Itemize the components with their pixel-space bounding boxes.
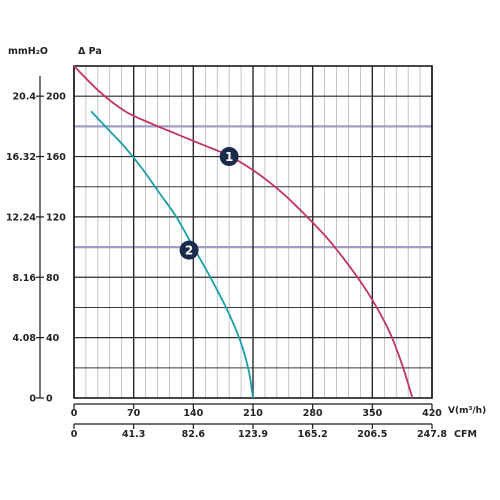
y-tick-label-mmh2o: 0 xyxy=(29,394,36,405)
x-tick-label: 210 xyxy=(243,408,263,419)
y-tick-label-mmh2o: 4.08 xyxy=(13,333,37,344)
series-1-marker-label: 1 xyxy=(225,150,233,164)
x-tick-label: 140 xyxy=(183,408,203,419)
y-tick-label-mmh2o: 20.4 xyxy=(13,92,37,103)
x-tick-label: 350 xyxy=(362,408,382,419)
y-tick-label-mmh2o: 8.16 xyxy=(13,273,37,284)
y-tick-label-pa: 200 xyxy=(46,92,66,103)
x2-tick-label: 247.8 xyxy=(417,429,447,440)
y-tick-label-pa: 160 xyxy=(46,152,66,163)
y-unit-label-pa: Δ Pa xyxy=(78,46,102,57)
x2-tick-label: 123.9 xyxy=(238,429,268,440)
y-tick-label-pa: 80 xyxy=(46,273,60,284)
x2-tick-label: 41.3 xyxy=(122,429,145,440)
x2-tick-label: 82.6 xyxy=(182,429,206,440)
x2-axis-unit-label: CFM xyxy=(454,429,477,440)
x-axis-unit-label: V(m³/h) xyxy=(448,406,486,416)
x2-tick-label: 0 xyxy=(71,429,78,440)
x-tick-label: 280 xyxy=(303,408,323,419)
y-tick-label-pa: 0 xyxy=(46,394,53,405)
x2-tick-label: 165.2 xyxy=(298,429,328,440)
series-1-line xyxy=(73,65,414,399)
series-1-marker xyxy=(219,147,239,167)
y-tick-label-pa: 120 xyxy=(46,212,66,223)
x-tick-label: 0 xyxy=(71,408,78,419)
y-tick-label-mmh2o: 12.24 xyxy=(6,212,36,223)
y-tick-label-pa: 40 xyxy=(46,333,60,344)
x-tick-label: 420 xyxy=(422,408,442,419)
series-2-marker-label: 2 xyxy=(185,244,193,258)
x-tick-label: 70 xyxy=(127,408,141,419)
y-unit-label-mmh2o: mmH₂O xyxy=(8,46,48,57)
series-2-line xyxy=(90,110,254,399)
series-2-marker xyxy=(179,240,199,260)
y-tick-label-mmh2o: 16.32 xyxy=(6,152,36,163)
x2-tick-label: 206.5 xyxy=(357,429,387,440)
